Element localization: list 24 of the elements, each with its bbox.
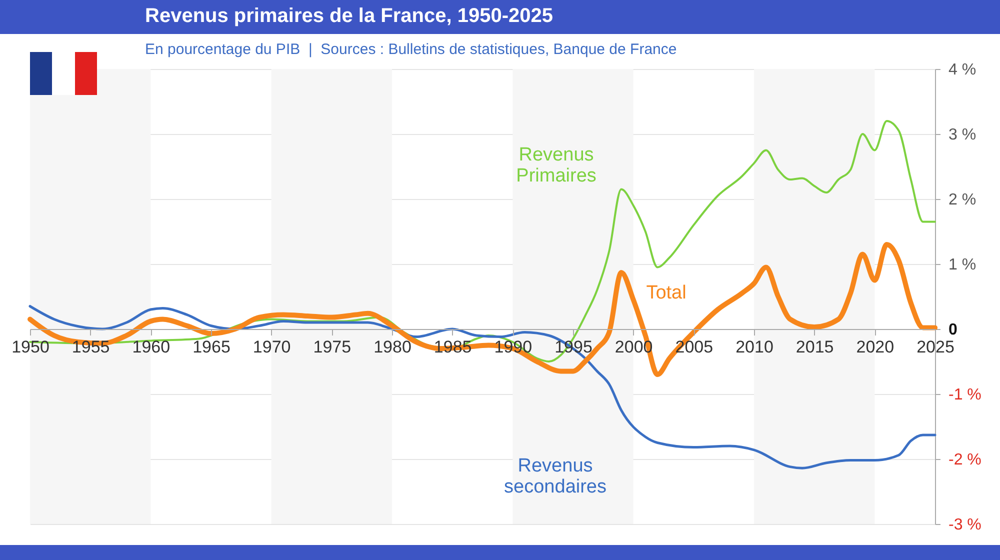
x-tick-label: 2010 — [736, 338, 774, 356]
chart-subtitle: En pourcentage du PIB | Sources : Bulletins de statistiques, Banque de France — [145, 41, 677, 58]
x-tick-label: 2015 — [796, 338, 834, 356]
y-tick-label: -3 % — [948, 516, 982, 534]
y-tick-label: 2 % — [948, 192, 976, 208]
x-tick-label: 1950 — [12, 338, 50, 356]
y-tick-label: -2 % — [948, 452, 982, 468]
series-label: Revenus Primaires — [516, 144, 596, 186]
y-tick-label: 4 % — [948, 62, 976, 78]
series-label: Total — [646, 282, 686, 304]
y-tick-label: -1 % — [948, 386, 982, 404]
text: Revenus secondaires — [504, 455, 606, 498]
x-tick-label: 1990 — [494, 338, 532, 356]
x-tick-label: 1965 — [192, 338, 230, 356]
x-tick-label: 2025 — [916, 338, 954, 356]
x-tick-label: 2020 — [856, 338, 894, 356]
x-tick-label: 1980 — [374, 338, 412, 356]
y-tick-label: 1 % — [948, 256, 976, 274]
x-tick-label: 1970 — [252, 338, 291, 356]
chart-title: Revenus primaires de la France, 1950-2025 — [145, 5, 554, 28]
y-tick-label: 3 % — [948, 126, 976, 144]
y-tick-label: 0 — [948, 322, 958, 338]
x-tick-label: 1960 — [132, 338, 170, 356]
x-tick-label: 1975 — [313, 338, 352, 356]
